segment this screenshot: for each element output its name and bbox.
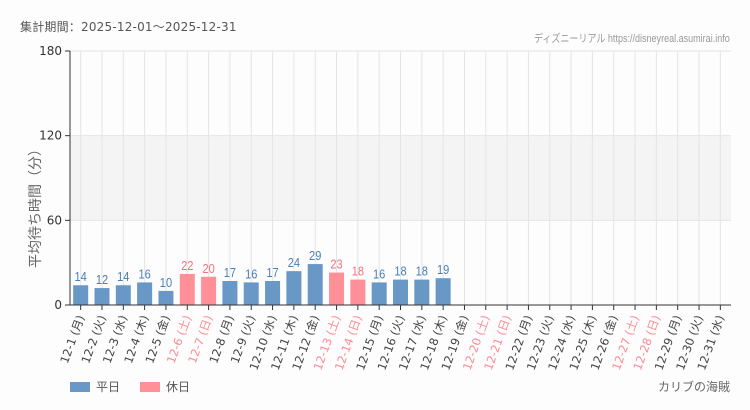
- bar-value-label: 24: [288, 255, 301, 270]
- bar-value-label: 18: [394, 264, 407, 279]
- bar-value-label: 29: [309, 248, 322, 263]
- bar-value-label: 14: [75, 269, 88, 284]
- bar: [286, 271, 302, 305]
- bar-value-label: 14: [117, 269, 130, 284]
- bar: [137, 282, 153, 305]
- bar: [329, 272, 345, 305]
- bar: [222, 281, 238, 305]
- weekday-swatch: [70, 381, 90, 392]
- bar-value-label: 22: [181, 258, 194, 273]
- legend-label-weekday: 平日: [96, 380, 121, 394]
- bar: [201, 276, 217, 305]
- legend-item-holiday[interactable]: 休日: [140, 378, 190, 395]
- bar: [393, 279, 408, 305]
- y-tick-label: 60: [47, 213, 62, 227]
- bar-value-label: 20: [202, 261, 215, 276]
- bar-value-label: 10: [160, 275, 173, 290]
- bar: [179, 273, 195, 305]
- bar: [158, 290, 174, 305]
- bar-value-label: 16: [245, 267, 258, 282]
- bar-value-label: 17: [266, 265, 279, 280]
- y-tick-label: 0: [54, 298, 62, 312]
- bar: [265, 281, 281, 305]
- bar-value-label: 16: [373, 267, 386, 282]
- bar-value-label: 23: [330, 257, 343, 272]
- y-tick-label: 180: [39, 44, 62, 58]
- legend-label-holiday: 休日: [166, 380, 191, 394]
- holiday-swatch: [140, 381, 161, 392]
- bar: [435, 278, 451, 305]
- bar-value-label: 18: [352, 264, 365, 279]
- site-credit: ディズニーリアル https://disneyreal.asumirai.inf…: [534, 33, 730, 45]
- legend: 平日 休日: [70, 378, 190, 395]
- bar: [371, 282, 387, 305]
- bar: [350, 279, 366, 305]
- legend-item-weekday[interactable]: 平日: [70, 378, 120, 395]
- bar-value-label: 18: [416, 264, 429, 279]
- bar-value-label: 19: [437, 262, 450, 277]
- bar: [243, 282, 259, 305]
- bar: [115, 285, 131, 305]
- aggregation-period: 集計期間：2025-12-01～2025-12-31: [20, 20, 237, 34]
- y-tick-label: 120: [39, 129, 62, 143]
- bar-value-label: 16: [138, 267, 151, 282]
- bar: [94, 288, 110, 305]
- bar-value-label: 12: [96, 272, 109, 287]
- bar-value-label: 17: [224, 265, 237, 280]
- attraction-name: カリブの海賊: [657, 380, 730, 394]
- bar: [307, 264, 323, 305]
- bar: [414, 279, 430, 305]
- bar: [73, 285, 89, 305]
